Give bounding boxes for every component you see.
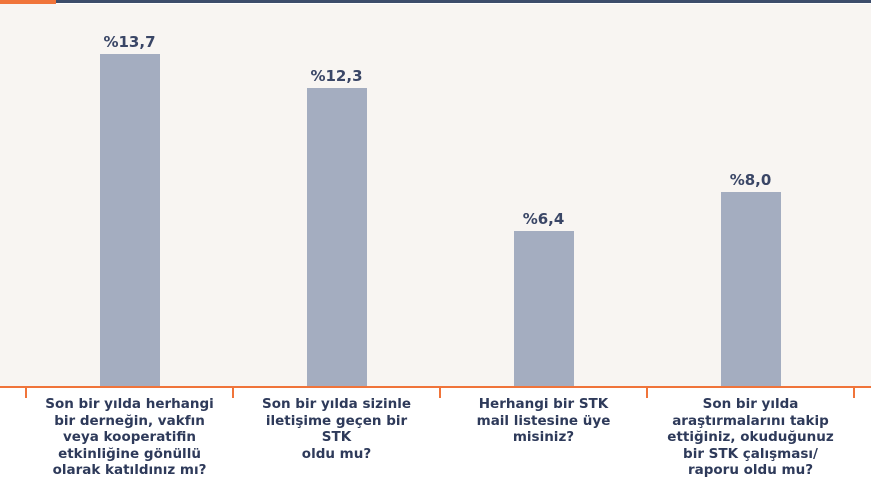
x-axis-tick [232,388,234,398]
bar [720,192,781,386]
x-axis-tick [853,388,855,398]
x-axis-tick [439,388,441,398]
category-label: Son bir yılda sizinle iletişime geçen bir… [261,396,412,462]
bar [306,87,367,386]
bar [99,54,160,386]
x-axis-tick [25,388,27,398]
bar-value-label: %13,7 [103,33,156,51]
bar-value-label: %12,3 [310,66,363,85]
category-label: Son bir yılda araştırmalarını takip ettiği… [667,396,834,479]
bar-value-label: %6,4 [522,209,565,228]
x-axis-line [0,386,871,388]
category-label: Herhangi bir STK mail listesine üye misini… [476,396,611,446]
category-label: Son bir yılda herhangi bir derneğin, vakf… [45,396,214,479]
bar-value-label: %8,0 [729,171,772,190]
bar [513,230,574,386]
x-axis-tick [646,388,648,398]
header-accent [0,0,56,4]
header-rule [0,0,871,3]
